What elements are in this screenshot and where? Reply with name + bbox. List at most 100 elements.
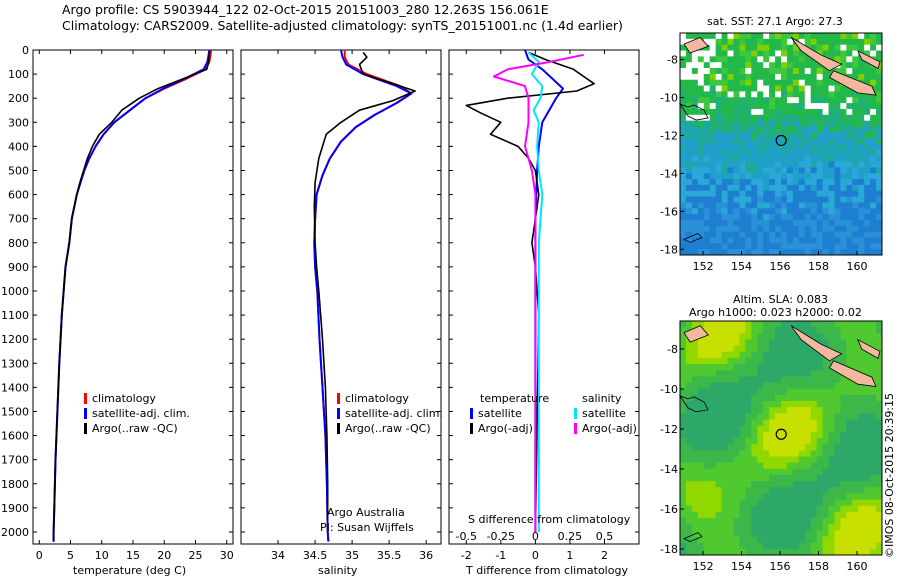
map-cell: [769, 56, 776, 63]
map-cell: [828, 327, 835, 334]
map-cell: [840, 425, 847, 433]
map-cell: [745, 91, 752, 98]
map-cell: [751, 376, 758, 383]
map-cell: [781, 149, 788, 157]
s-tick-label: 0.5: [596, 530, 614, 543]
map-cell: [870, 68, 877, 75]
map-cell: [751, 401, 758, 408]
map-cell: [846, 103, 853, 110]
map-cell: [751, 499, 758, 507]
map-cell: [804, 208, 812, 215]
map-cell: [846, 407, 853, 414]
map-cell: [733, 376, 740, 383]
map-cell: [781, 33, 788, 40]
map-cell: [828, 208, 835, 215]
map-cell: [786, 249, 794, 256]
map-cell: [685, 357, 693, 365]
map-cell: [757, 173, 764, 180]
map-cell: [769, 456, 776, 464]
map-cell: [828, 243, 835, 250]
map-cell: [745, 536, 752, 544]
map-cell: [822, 394, 829, 402]
map-cell: [757, 132, 764, 139]
map-cell: [798, 173, 806, 180]
map-cell: [715, 333, 722, 340]
map-cell: [727, 149, 734, 157]
map-cell: [792, 468, 800, 476]
map-cell: [727, 511, 734, 519]
series-line-black: [313, 51, 416, 520]
map-cell: [864, 548, 871, 556]
map-cell: [870, 321, 877, 328]
map-cell: [834, 214, 841, 221]
map-cell: [697, 345, 705, 353]
map-cell: [858, 542, 865, 550]
map-cell: [798, 524, 806, 531]
map-cell: [703, 388, 711, 396]
map-cell: [852, 518, 859, 525]
map-cell: [822, 425, 829, 433]
map-cell: [709, 357, 717, 365]
map-cell: [870, 548, 877, 556]
float-marker: [775, 428, 787, 440]
map-cell: [721, 231, 728, 238]
map-cell: [745, 97, 752, 104]
map-cell: [727, 321, 734, 328]
map-cell: [798, 79, 806, 86]
map-cell: [846, 499, 853, 507]
map-cell: [715, 401, 722, 408]
lat-tick-label: -10: [660, 383, 678, 396]
map-cell: [721, 214, 728, 221]
map-cell: [775, 179, 782, 186]
map-cell: [810, 518, 818, 525]
map-cell: [804, 231, 812, 238]
map-cell: [691, 407, 699, 414]
map-cell: [733, 505, 740, 513]
map-cell: [680, 407, 687, 414]
map-cell: [798, 536, 806, 544]
map-cell: [715, 208, 722, 215]
map-cell: [864, 38, 871, 46]
map-cell: [763, 149, 770, 157]
map-cell: [745, 196, 752, 203]
map-cell: [715, 33, 722, 40]
map-cell: [745, 450, 752, 457]
map-cell: [775, 505, 782, 513]
map-cell: [846, 468, 853, 476]
map-cell: [870, 524, 877, 531]
map-cell: [792, 73, 800, 81]
map-cell: [852, 214, 859, 221]
map-cell: [828, 126, 835, 133]
map-cell: [691, 68, 699, 75]
map-cell: [828, 161, 835, 168]
map-cell: [864, 68, 871, 75]
map-cell: [691, 73, 699, 81]
map-cell: [745, 231, 752, 238]
map-cell: [680, 85, 687, 92]
map-cell: [745, 481, 752, 488]
map-cell: [846, 97, 853, 104]
map-cell: [804, 419, 812, 427]
map-cell: [685, 456, 693, 464]
map-cell: [721, 243, 728, 250]
map-cell: [876, 231, 883, 238]
map-cell: [840, 357, 847, 365]
map-cell: [691, 401, 699, 408]
map-cell: [834, 511, 841, 519]
map-cell: [781, 219, 788, 227]
map-cell: [876, 548, 883, 556]
map-cell: [697, 462, 705, 470]
map-cell: [757, 351, 764, 359]
map-cell: [739, 144, 746, 151]
map-cell: [828, 237, 835, 244]
map-cell: [858, 97, 865, 104]
map-cell: [816, 214, 823, 221]
owner-note: Argo Australia: [327, 506, 405, 519]
map-cell: [727, 493, 734, 500]
map-cell: [870, 474, 877, 482]
map-cell: [703, 149, 711, 157]
map-cell: [852, 243, 859, 250]
map-cell: [715, 511, 722, 519]
map-cell: [816, 138, 823, 145]
map-cell: [810, 138, 818, 145]
